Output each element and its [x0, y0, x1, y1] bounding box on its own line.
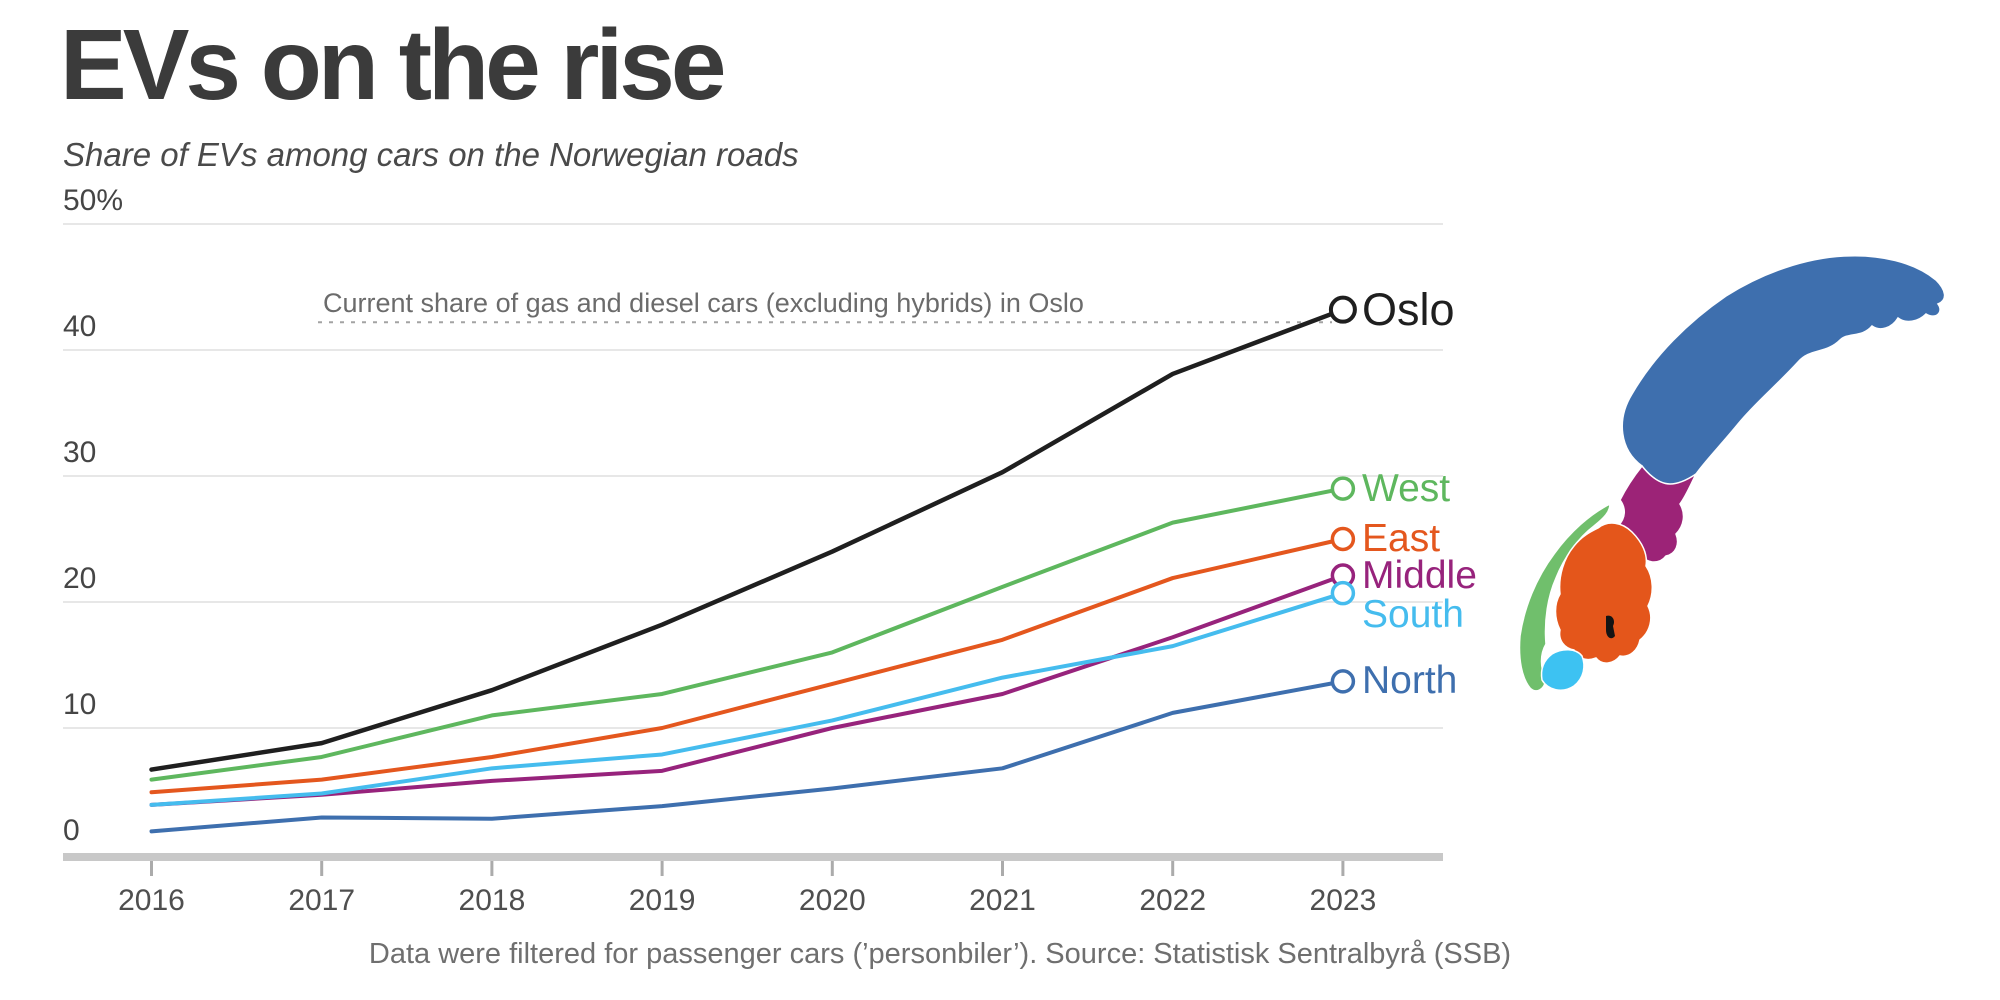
series-line-east: [149, 537, 1345, 795]
map-region-east: [1554, 522, 1653, 664]
series-label-oslo: Oslo: [1362, 283, 1455, 335]
x-axis-label-2018: 2018: [458, 884, 526, 917]
series-line-middle: [149, 573, 1345, 807]
y-axis-label-50: 50%: [63, 184, 124, 217]
y-axis-label-20: 20: [63, 562, 97, 595]
series-label-west: West: [1362, 466, 1451, 510]
page-subtitle: Share of EVs among cars on the Norwegian…: [63, 136, 799, 173]
series-endpoint-east: [1330, 526, 1356, 552]
reference-line-annotation: Current share of gas and diesel cars (ex…: [323, 288, 1084, 318]
x-axis-label-2023: 2023: [1309, 884, 1377, 917]
y-axis-label-40: 40: [63, 310, 97, 343]
x-axis-line: [63, 853, 1443, 861]
series-line-north: [149, 679, 1345, 834]
page-title: EVs on the rise: [60, 9, 726, 121]
x-axis-label-2020: 2020: [798, 884, 866, 917]
x-axis-label-2021: 2021: [969, 884, 1036, 917]
x-axis-label-2017: 2017: [288, 884, 356, 917]
series-endpoint-west: [1330, 476, 1356, 501]
series-label-south: South: [1362, 593, 1464, 637]
series-endpoint-south: [1330, 580, 1356, 606]
series-line-oslo: [149, 307, 1346, 772]
map-region-north: [1621, 254, 1946, 491]
series-line-south: [149, 591, 1345, 807]
series-label-east: East: [1362, 517, 1441, 560]
series-line-west: [149, 486, 1345, 782]
y-axis-label-10: 10: [63, 688, 97, 721]
series-label-north: North: [1362, 659, 1458, 703]
x-axis-label-2016: 2016: [118, 884, 185, 917]
x-axis-label-2022: 2022: [1139, 884, 1207, 917]
norway-map: [1502, 198, 1958, 758]
map-region-south: [1540, 649, 1585, 692]
y-axis-label-30: 30: [63, 436, 97, 469]
series-endpoint-north: [1330, 669, 1356, 694]
series-label-middle: Middle: [1362, 553, 1477, 597]
series-endpoint-oslo: [1328, 295, 1357, 324]
y-axis-label-0: 0: [63, 814, 80, 847]
footer-note: Data were filtered for passenger cars (’…: [368, 938, 1512, 970]
map-oslo-marker: [1606, 615, 1615, 639]
x-axis-label-2019: 2019: [628, 884, 696, 917]
